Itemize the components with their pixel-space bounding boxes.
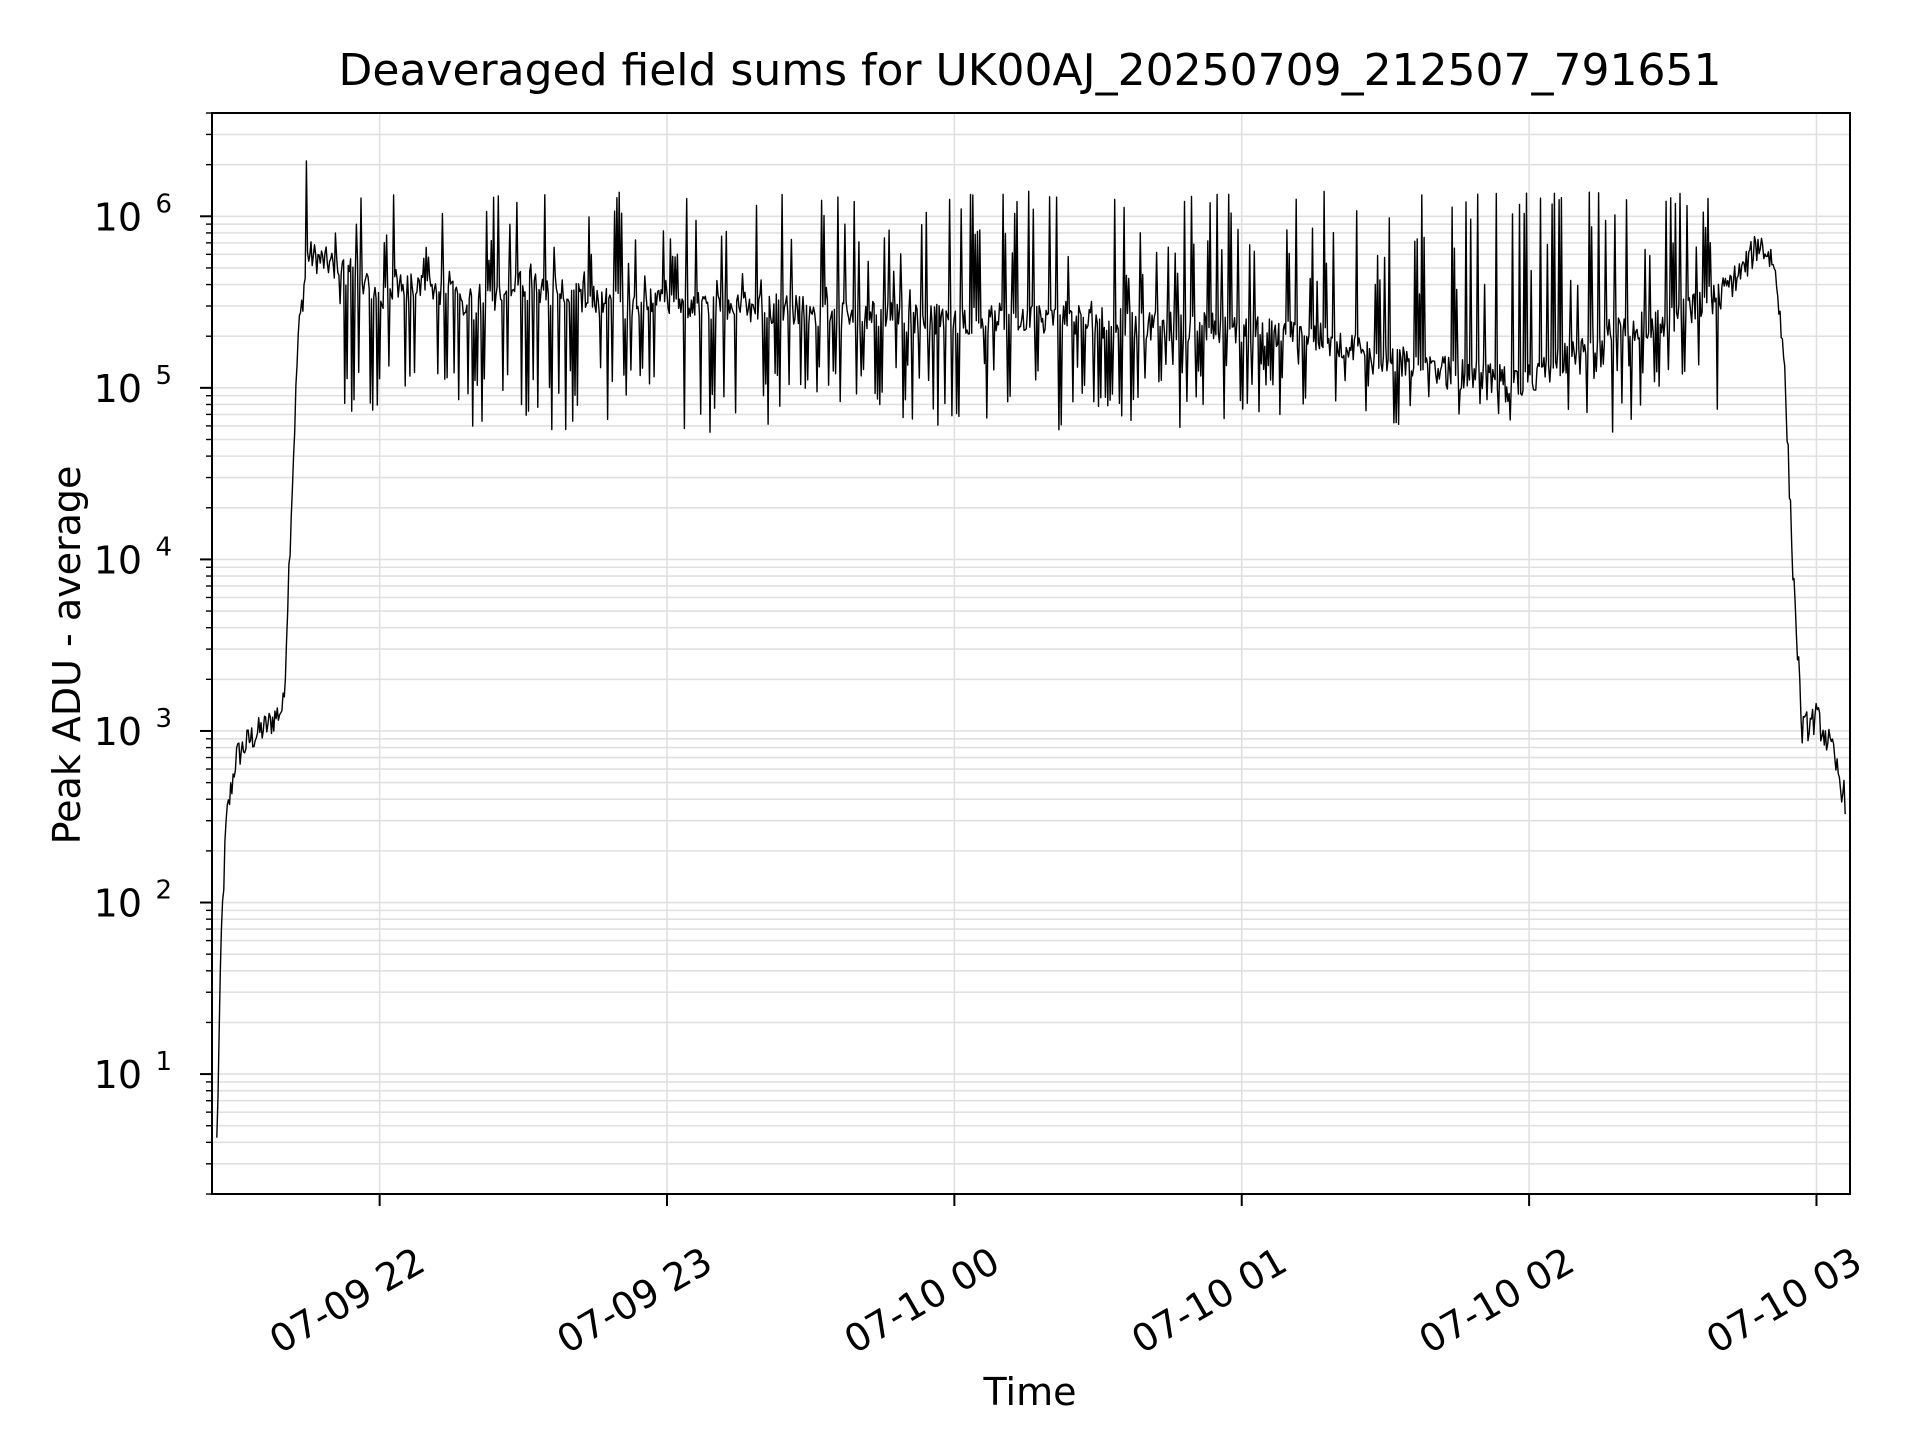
y-tick-exponent: 5 [155,361,172,391]
grid-lines [212,112,1850,1195]
y-tick-exponent: 6 [155,189,172,219]
chart-title: Deaveraged field sums for UK00AJ_2025070… [339,45,1722,96]
y-tick-label: 10 [94,538,142,582]
y-tick-exponent: 1 [155,1047,172,1077]
y-axis-label: Peak ADU - average [45,466,89,845]
y-tick-exponent: 4 [155,532,172,562]
series-line [216,160,1846,1138]
y-tick-label: 10 [94,195,142,239]
y-tick-label: 10 [94,710,142,754]
y-axis-ticks: 10 1 10 2 10 3 10 4 10 5 10 6 [94,112,212,1195]
y-tick-label: 10 [94,367,142,411]
y-tick-label: 10 [94,1053,142,1097]
y-tick-exponent: 3 [155,704,172,734]
y-tick-label: 10 [94,882,142,926]
y-tick-exponent: 2 [155,876,172,906]
x-axis-label: Time [983,1370,1077,1414]
plot-frame [211,112,1851,1195]
